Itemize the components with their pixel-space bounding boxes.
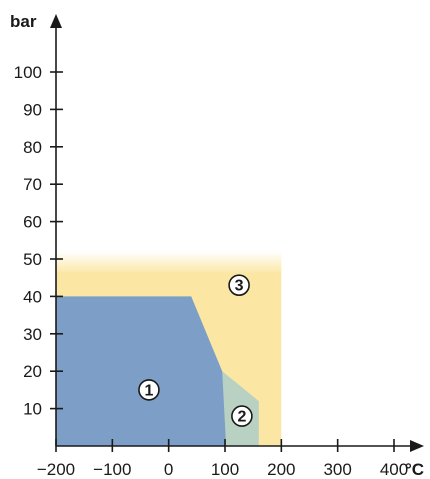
x-tick-label: 0 xyxy=(164,460,173,479)
x-tick-label: −100 xyxy=(93,460,131,479)
x-tick-label: 200 xyxy=(267,460,295,479)
y-tick-label: 40 xyxy=(23,287,42,306)
y-tick-label: 50 xyxy=(23,250,42,269)
y-tick-label: 20 xyxy=(23,362,42,381)
x-tick-label: −200 xyxy=(37,460,75,479)
regions-layer xyxy=(56,251,282,446)
region-1-badge xyxy=(138,379,160,401)
region-3-number: 3 xyxy=(235,278,244,295)
y-tick-label: 70 xyxy=(23,175,42,194)
region-3-label: 3 xyxy=(228,274,250,296)
y-tick-label: 30 xyxy=(23,325,42,344)
region-2-number: 2 xyxy=(237,409,246,426)
axes-layer: −200 −100 0 100 200 300 400°C 10 20 30 40 50 60 70 80 9… xyxy=(10,12,424,479)
x-tick-label: 400 xyxy=(380,460,408,479)
region-1-label: 1 xyxy=(138,379,160,401)
region-2-badge xyxy=(231,405,253,427)
region-3-badge xyxy=(228,274,250,296)
x-axis-arrow-icon xyxy=(410,440,424,452)
y-tick-label: 100 xyxy=(14,63,42,82)
x-tick-label: 100 xyxy=(211,460,239,479)
y-tick-label: 60 xyxy=(23,213,42,232)
x-axis-unit: °C xyxy=(405,460,424,479)
y-tick-label: 10 xyxy=(23,400,42,419)
region-1-area xyxy=(56,296,227,446)
y-axis-arrow-icon xyxy=(50,14,62,28)
y-axis-unit: bar xyxy=(10,12,37,31)
region-2-label: 2 xyxy=(231,405,253,427)
region-3-top-fade xyxy=(56,251,282,274)
y-tick-label: 90 xyxy=(23,100,42,119)
y-tick-label: 80 xyxy=(23,138,42,157)
region-1-number: 1 xyxy=(144,382,153,399)
region-labels-layer: 3 2 1 xyxy=(138,274,253,427)
x-tick-label: 300 xyxy=(323,460,351,479)
